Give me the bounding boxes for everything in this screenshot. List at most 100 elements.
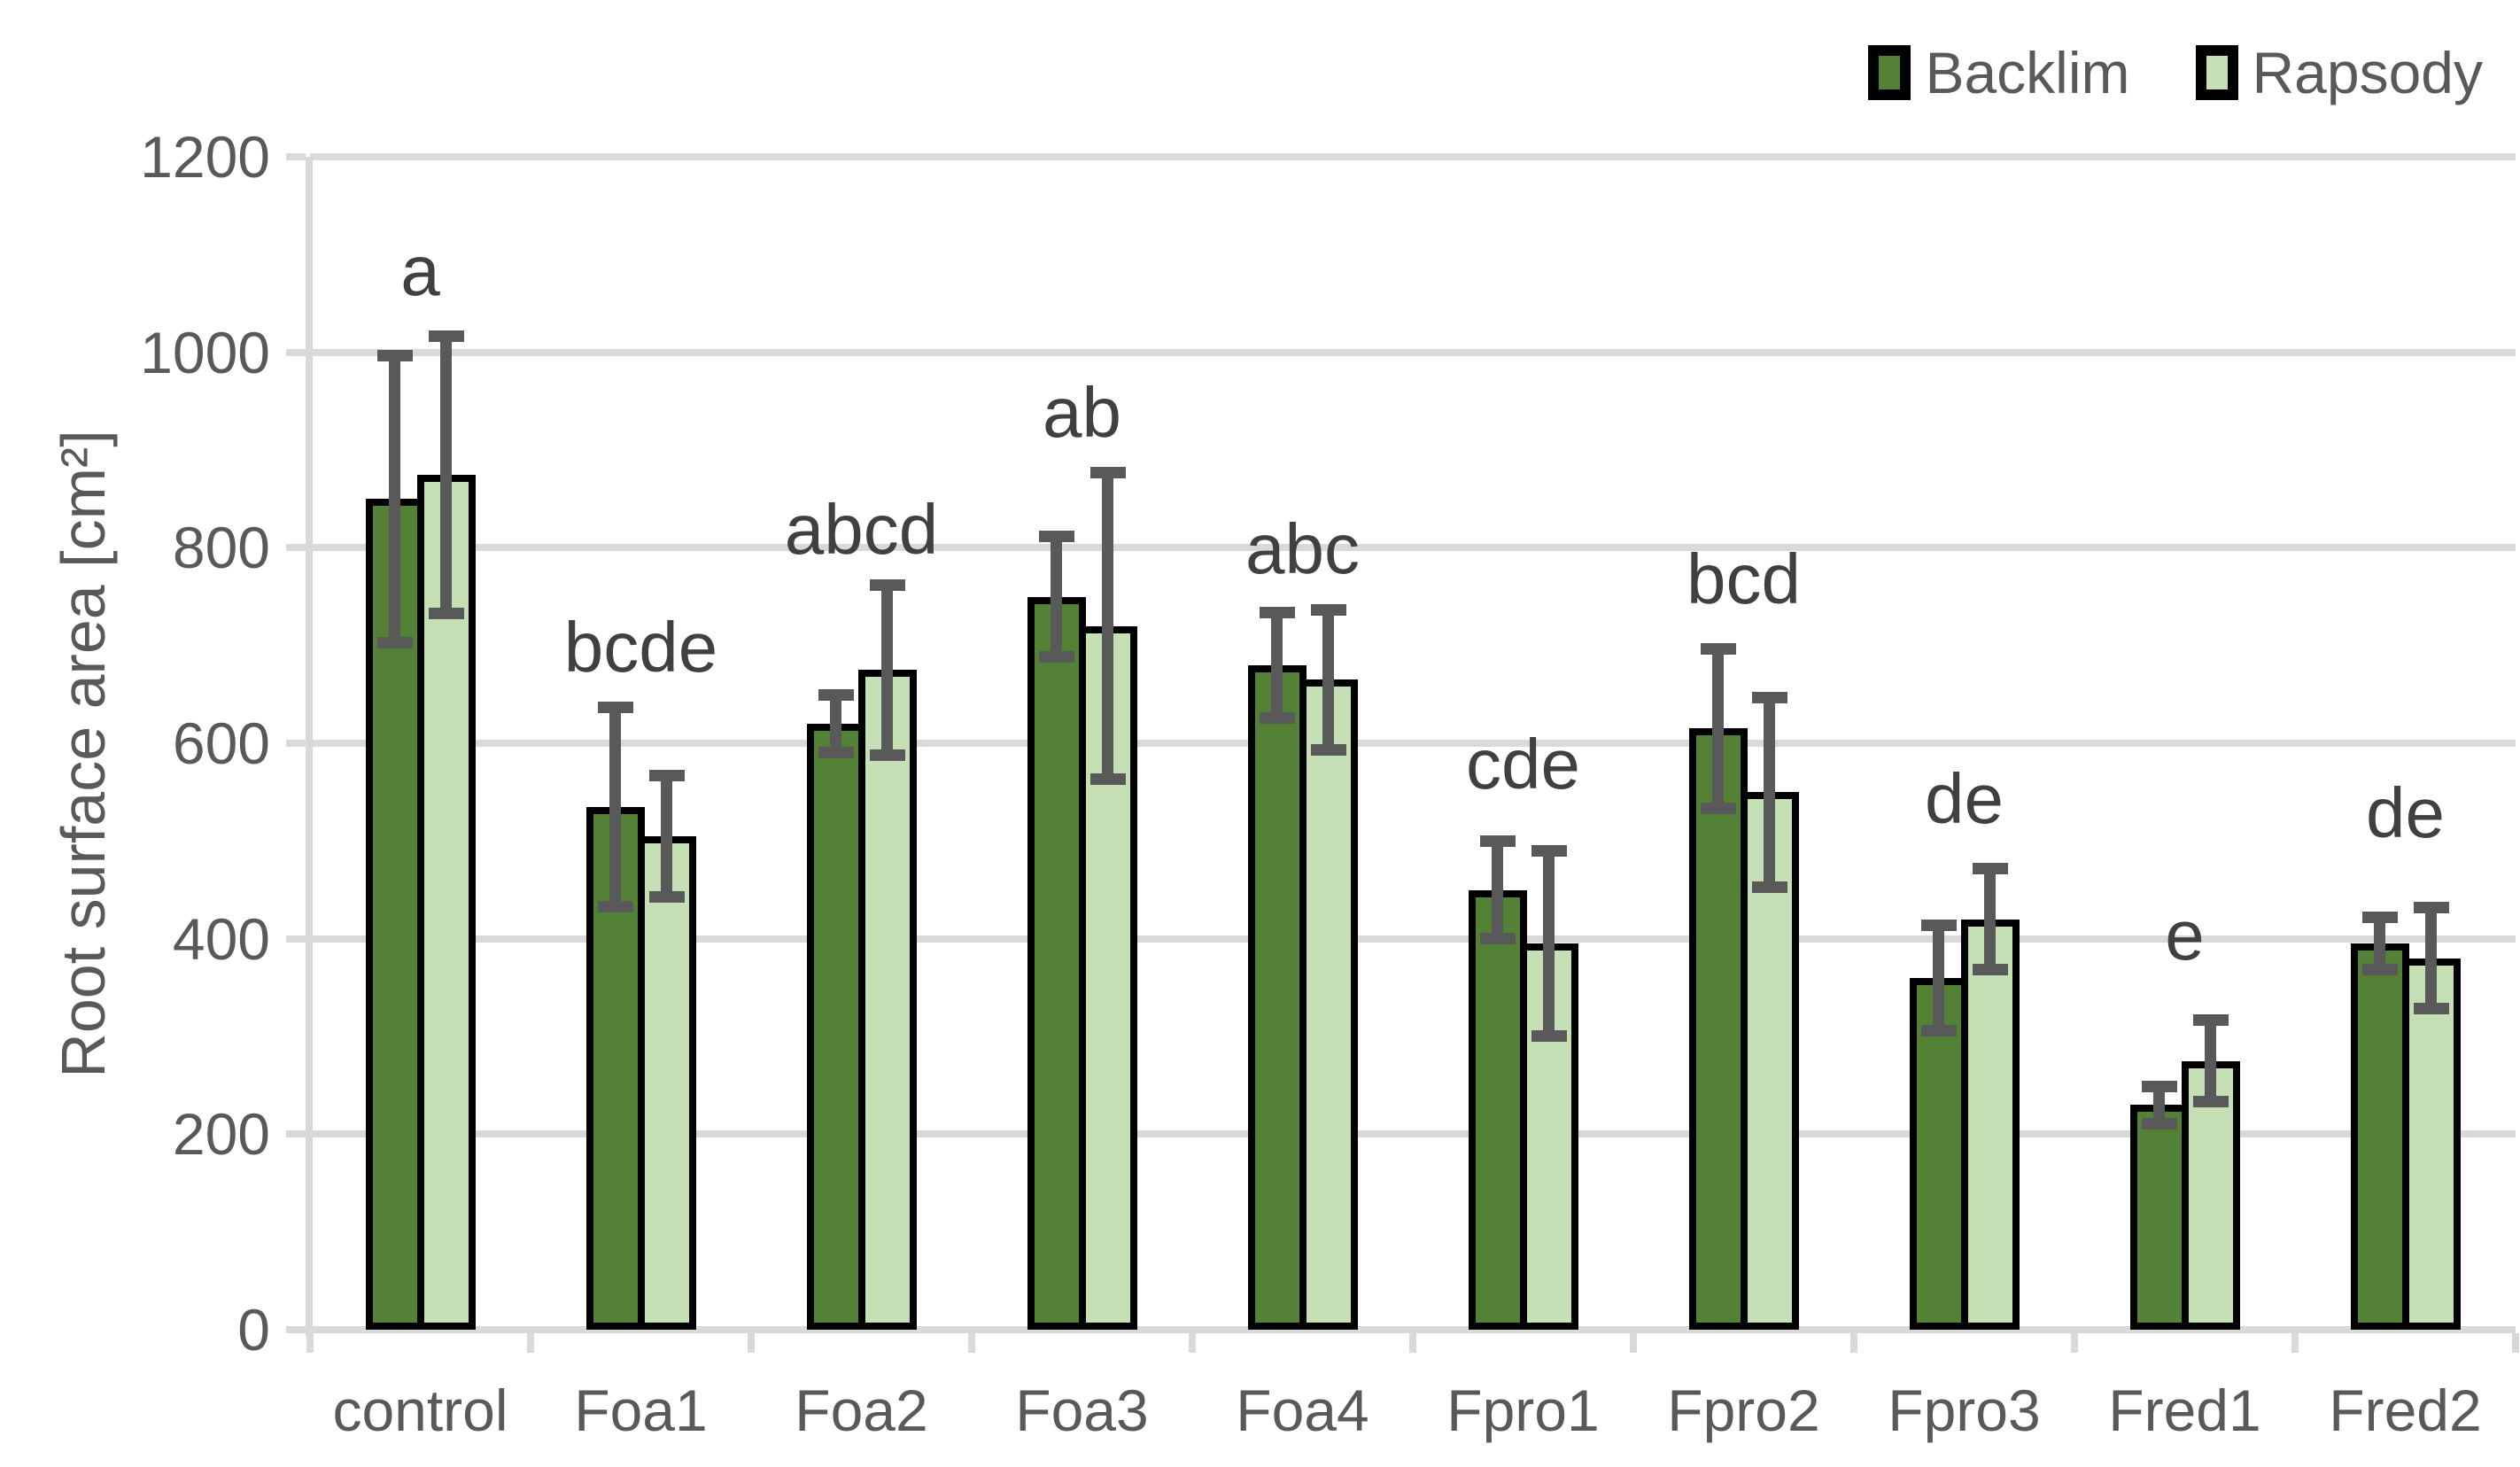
error-bar-cap-bottom-backlim-Foa2: [818, 747, 854, 759]
error-bar-cap-top-backlim-Fpro2: [1700, 642, 1736, 655]
error-bar-cap-bottom-backlim-control: [376, 636, 413, 648]
error-bar-cap-top-rapsody-Fred1: [2192, 1013, 2229, 1026]
error-bar-line-backlim-Fred2: [2374, 914, 2385, 974]
error-bar-line-rapsody-Fpro1: [1543, 848, 1555, 1040]
plot-area: a bcde abcd ab abc cde bcd de e de: [310, 153, 2516, 1333]
error-bar-line-rapsody-Foa3: [1102, 470, 1113, 783]
error-bar-cap-bottom-rapsody-Foa1: [648, 890, 685, 903]
x-category-label-Fpro1: Fpro1: [1446, 1378, 1600, 1443]
legend-item-rapsody: Rapsody: [2195, 37, 2484, 108]
x-tick-mark-3: [968, 1333, 975, 1353]
x-tick-mark-4: [1189, 1333, 1196, 1353]
gridline-y-0: [310, 1326, 2516, 1333]
error-bar-line-rapsody-Foa2: [881, 581, 893, 758]
x-tick-mark-10: [2512, 1333, 2519, 1353]
error-bar-cap-top-backlim-Foa3: [1038, 530, 1074, 542]
x-category-label-Foa3: Foa3: [1015, 1378, 1149, 1443]
error-bar-line-backlim-Fpro1: [1492, 838, 1503, 942]
error-bar-cap-top-backlim-Fpro1: [1479, 835, 1516, 848]
error-bar-cap-top-rapsody-Fpro3: [1972, 862, 2008, 874]
x-category-label-Foa2: Foa2: [795, 1378, 928, 1443]
legend-item-backlim: Backlim: [1868, 37, 2130, 108]
error-bar-cap-top-rapsody-Foa1: [648, 770, 685, 782]
legend-label-rapsody: Rapsody: [2252, 40, 2484, 105]
error-bar-line-rapsody-control: [440, 332, 452, 617]
error-bar-cap-top-backlim-control: [376, 349, 413, 361]
error-bar-line-backlim-control: [389, 352, 400, 646]
error-bar-cap-top-backlim-Fred2: [2361, 912, 2398, 924]
error-bar-cap-top-rapsody-Fred2: [2413, 902, 2449, 914]
error-bar-cap-top-rapsody-Foa4: [1310, 603, 1346, 616]
error-bar-cap-top-rapsody-control: [428, 330, 464, 342]
bar-rapsody-Foa4: [1299, 679, 1358, 1330]
error-bar-cap-bottom-backlim-Foa1: [597, 900, 633, 912]
gridline-y-200: [310, 1130, 2516, 1138]
x-tick-mark-2: [748, 1333, 755, 1353]
error-bar-cap-bottom-rapsody-Foa2: [869, 749, 905, 761]
bar-backlim-Fred1: [2129, 1105, 2189, 1330]
x-category-label-Foa1: Foa1: [574, 1378, 708, 1443]
error-bar-cap-top-backlim-Foa4: [1259, 606, 1295, 618]
y-tick-mark-0: [286, 1326, 306, 1333]
significance-letter-Fred1: e: [2165, 896, 2205, 975]
error-bar-line-rapsody-Foa4: [1322, 606, 1334, 754]
error-bar-cap-bottom-rapsody-Fpro1: [1531, 1030, 1567, 1043]
significance-letter-Foa3: ab: [1043, 373, 1121, 452]
y-tick-label-1000: 1000: [140, 319, 270, 385]
error-bar-line-backlim-Foa1: [609, 703, 621, 910]
error-bar-cap-top-backlim-Foa2: [818, 688, 854, 701]
significance-letter-Foa2: abcd: [784, 490, 939, 570]
bar-backlim-Fred2: [2350, 943, 2409, 1330]
y-tick-mark-400: [286, 935, 306, 943]
significance-letter-control: a: [400, 231, 440, 311]
x-category-label-Fred2: Fred2: [2329, 1378, 2482, 1443]
bar-backlim-Foa2: [806, 723, 865, 1330]
error-bar-cap-bottom-rapsody-Foa3: [1089, 773, 1126, 786]
x-tick-mark-6: [1630, 1333, 1637, 1353]
x-tick-mark-9: [2291, 1333, 2299, 1353]
y-tick-mark-600: [286, 740, 306, 747]
bar-rapsody-Fred2: [2401, 958, 2461, 1330]
error-bar-line-rapsody-Fpro3: [1984, 865, 1996, 974]
bar-backlim-Foa3: [1027, 596, 1086, 1330]
gridline-y-400: [310, 935, 2516, 943]
x-category-label-Fpro2: Fpro2: [1667, 1378, 1820, 1443]
error-bar-line-rapsody-Foa1: [661, 772, 672, 900]
y-tick-label-0: 0: [237, 1297, 270, 1362]
error-bar-line-backlim-Foa3: [1051, 532, 1062, 661]
error-bar-cap-bottom-rapsody-Fpro2: [1751, 881, 1787, 893]
error-bar-cap-top-backlim-Fred1: [2141, 1080, 2177, 1092]
y-tick-label-800: 800: [172, 515, 270, 581]
error-bar-line-backlim-Fpro2: [1712, 645, 1724, 812]
y-tick-mark-1000: [286, 348, 306, 356]
x-tick-mark-5: [1409, 1333, 1416, 1353]
error-bar-cap-bottom-backlim-Foa4: [1259, 711, 1295, 724]
legend: Backlim Rapsody: [1868, 37, 2483, 108]
y-tick-mark-800: [286, 544, 306, 552]
x-category-label-Foa4: Foa4: [1236, 1378, 1369, 1443]
x-category-label-Fred1: Fred1: [2108, 1378, 2261, 1443]
gridline-y-800: [310, 544, 2516, 552]
y-tick-label-200: 200: [172, 1101, 270, 1168]
error-bar-line-rapsody-Fred2: [2425, 904, 2437, 1013]
bar-rapsody-Foa1: [637, 835, 696, 1330]
error-bar-line-rapsody-Fpro2: [1764, 694, 1775, 890]
error-bar-cap-bottom-backlim-Fpro1: [1479, 932, 1516, 944]
error-bar-cap-bottom-backlim-Fred1: [2141, 1117, 2177, 1129]
error-bar-line-backlim-Foa4: [1271, 609, 1283, 721]
significance-letter-Foa1: bcde: [563, 607, 718, 687]
x-category-label-Fpro3: Fpro3: [1888, 1378, 2041, 1443]
y-tick-mark-200: [286, 1130, 306, 1138]
bar-backlim-Fpro2: [1688, 728, 1748, 1330]
x-category-label-control: control: [332, 1378, 508, 1443]
gridline-y-600: [310, 740, 2516, 747]
significance-letter-Fred2: de: [2366, 773, 2445, 853]
error-bar-cap-bottom-rapsody-Fred1: [2192, 1096, 2229, 1108]
error-bar-cap-top-rapsody-Fpro1: [1531, 845, 1567, 858]
x-tick-mark-8: [2071, 1333, 2078, 1353]
error-bar-cap-top-rapsody-Foa3: [1089, 467, 1126, 479]
error-bar-cap-top-backlim-Foa1: [597, 701, 633, 713]
x-tick-mark-0: [306, 1333, 314, 1353]
y-axis-line: [306, 157, 313, 1337]
